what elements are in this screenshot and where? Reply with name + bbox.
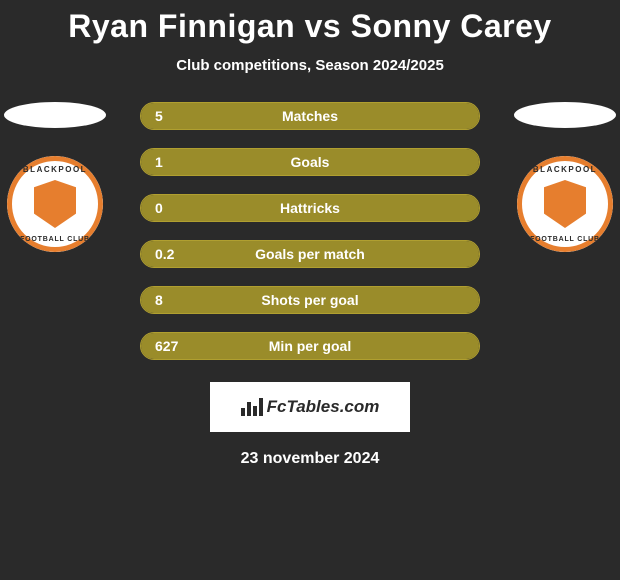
stat-row: 5Matches xyxy=(140,102,480,130)
stat-label: Hattricks xyxy=(141,200,479,216)
left-club-badge: BLACKPOOL FOOTBALL CLUB xyxy=(7,156,103,252)
stat-label: Goals xyxy=(141,154,479,170)
bar-chart-icon xyxy=(241,398,263,416)
comparison-content: BLACKPOOL FOOTBALL CLUB BLACKPOOL FOOTBA… xyxy=(0,102,620,360)
left-club-sub: FOOTBALL CLUB xyxy=(7,236,103,243)
right-player-avatar xyxy=(514,102,616,128)
right-club-badge: BLACKPOOL FOOTBALL CLUB xyxy=(517,156,613,252)
left-club-name: BLACKPOOL xyxy=(7,165,103,174)
page-subtitle: Club competitions, Season 2024/2025 xyxy=(0,57,620,74)
page-date: 23 november 2024 xyxy=(0,450,620,468)
stat-rows: 5Matches 1Goals 0Hattricks 0.2Goals per mat… xyxy=(140,102,480,360)
stat-label: Matches xyxy=(141,108,479,124)
stat-label: Goals per match xyxy=(141,246,479,262)
page-title: Ryan Finnigan vs Sonny Carey xyxy=(0,0,620,45)
right-club-name: BLACKPOOL xyxy=(517,165,613,174)
footer-brand-box: FcTables.com xyxy=(210,382,410,432)
footer-brand-text: FcTables.com xyxy=(267,397,380,417)
stat-label: Shots per goal xyxy=(141,292,479,308)
stat-label: Min per goal xyxy=(141,338,479,354)
right-club-sub: FOOTBALL CLUB xyxy=(517,236,613,243)
stat-row: 0Hattricks xyxy=(140,194,480,222)
stat-row: 1Goals xyxy=(140,148,480,176)
left-player-column: BLACKPOOL FOOTBALL CLUB xyxy=(0,102,110,252)
stat-row: 627Min per goal xyxy=(140,332,480,360)
stat-row: 0.2Goals per match xyxy=(140,240,480,268)
right-player-column: BLACKPOOL FOOTBALL CLUB xyxy=(510,102,620,252)
left-player-avatar xyxy=(4,102,106,128)
stat-row: 8Shots per goal xyxy=(140,286,480,314)
